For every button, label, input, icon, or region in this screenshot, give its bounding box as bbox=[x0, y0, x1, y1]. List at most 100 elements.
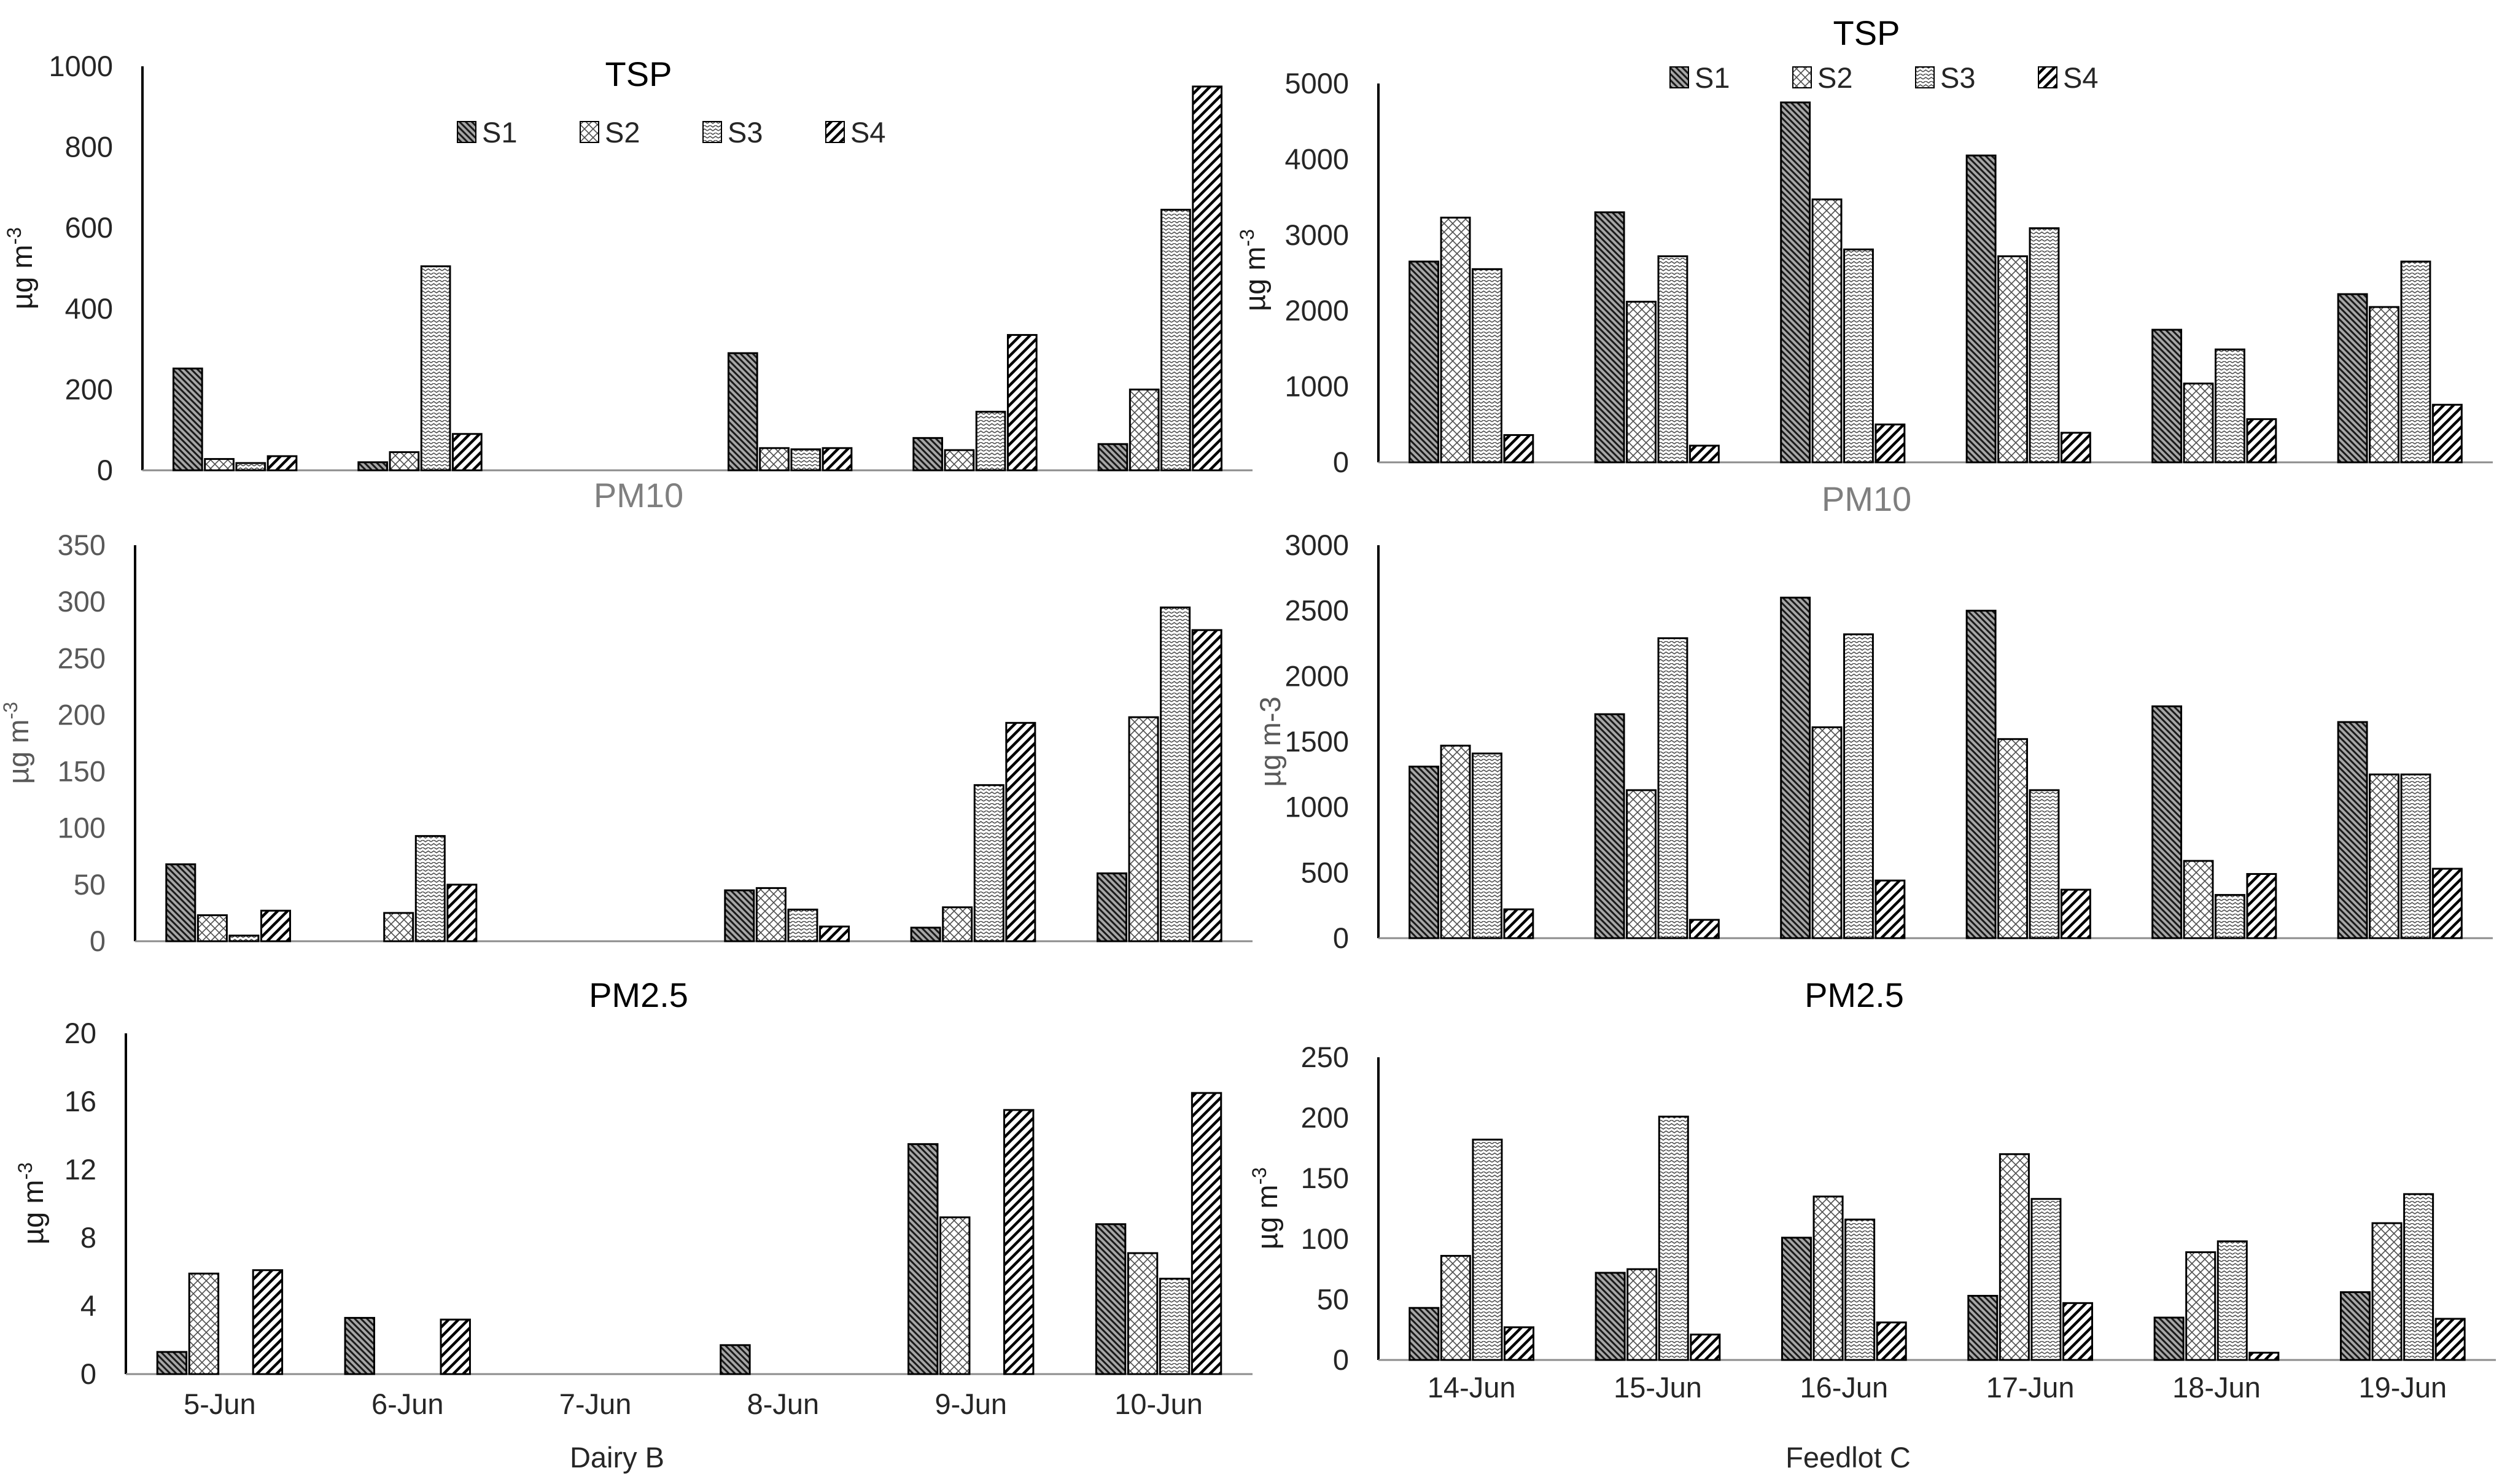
bar-s1-9-jun bbox=[907, 1143, 939, 1375]
legend: S1 S2 S3 S4 bbox=[1669, 61, 2099, 94]
bar-s4-17-jun bbox=[2062, 1302, 2094, 1361]
bar-s4-5-jun bbox=[260, 909, 292, 942]
bar-s3-18-jun bbox=[2216, 1240, 2248, 1361]
y-tick-label: 8 bbox=[80, 1221, 96, 1254]
bar-s3-15-jun bbox=[1657, 637, 1688, 939]
bar-s2-14-jun bbox=[1440, 1254, 1471, 1361]
y-tick-label: 500 bbox=[1301, 856, 1349, 888]
bar-s2-16-jun bbox=[1812, 1195, 1844, 1361]
legend-swatch-s3 bbox=[1915, 66, 1935, 88]
y-tick-label: 2500 bbox=[1284, 594, 1349, 627]
bar-s2-19-jun bbox=[2369, 306, 2399, 464]
bar-s1-16-jun bbox=[1781, 1237, 1812, 1361]
bar-s4-15-jun bbox=[1688, 445, 1720, 464]
bar-s4-17-jun bbox=[2060, 432, 2091, 464]
bar-s4-10-jun bbox=[1192, 85, 1223, 472]
bar-s1-15-jun bbox=[1595, 1272, 1626, 1361]
bar-s4-18-jun bbox=[2248, 1351, 2280, 1361]
x-tick-label: 6-Jun bbox=[371, 1388, 444, 1420]
y-axis-label: µg m-3 bbox=[0, 702, 34, 784]
y-tick-label: 2000 bbox=[1284, 659, 1349, 692]
y-tick-label: 1000 bbox=[1284, 370, 1349, 403]
bar-s4-8-jun bbox=[819, 925, 850, 942]
chart-panel-dairy-pm10: PM10 0 50 100 150 200 250 300 350 µg m-3 bbox=[0, 476, 1253, 957]
bar-s3-15-jun bbox=[1657, 255, 1688, 464]
bar-s3-14-jun bbox=[1472, 1138, 1503, 1361]
chart-title: TSP bbox=[605, 55, 672, 93]
bar-s4-8-jun bbox=[822, 447, 853, 472]
chart-panel-dairy-tsp: TSP 0 200 400 600 800 1000 µg m-3 S1 S2 S3 S4 bbox=[3, 50, 1253, 486]
legend-label-s3: S3 bbox=[728, 116, 763, 149]
bar-s2-16-jun bbox=[1811, 198, 1843, 464]
chart-title: PM2.5 bbox=[589, 976, 688, 1014]
bar-s1-9-jun bbox=[912, 437, 944, 472]
legend-label-s2: S2 bbox=[605, 116, 640, 149]
bar-s4-14-jun bbox=[1503, 434, 1534, 464]
bar-s4-15-jun bbox=[1690, 1334, 1721, 1361]
bar-s3-17-jun bbox=[2029, 789, 2060, 939]
bar-s2-17-jun bbox=[1997, 255, 2028, 464]
bar-s1-10-jun bbox=[1095, 1223, 1127, 1375]
x-tick-label: 10-Jun bbox=[1114, 1388, 1203, 1420]
bar-s2-15-jun bbox=[1626, 1268, 1658, 1361]
chart-panel-dairy-pm25: PM2.5 0 4 8 12 16 20 µg m-3 5-Jun 6-Jun 7-Jun 8-Jun… bbox=[14, 976, 1253, 1474]
bar-s2-9-jun bbox=[942, 906, 973, 942]
bar-s2-14-jun bbox=[1440, 744, 1471, 939]
bar-s2-10-jun bbox=[1128, 716, 1159, 942]
bar-s3-8-jun bbox=[790, 448, 822, 472]
bar-s3-17-jun bbox=[2030, 1198, 2062, 1361]
y-tick-label: 100 bbox=[58, 812, 106, 844]
bar-s3-10-jun bbox=[1160, 209, 1191, 472]
bar-s3-19-jun bbox=[2400, 260, 2431, 464]
bar-s3-5-jun bbox=[228, 934, 260, 942]
y-tick-label: 2000 bbox=[1284, 294, 1349, 327]
chart-title: TSP bbox=[1833, 14, 1900, 52]
bar-s3-18-jun bbox=[2215, 348, 2245, 464]
bar-s4-10-jun bbox=[1191, 1092, 1222, 1375]
y-tick-label: 1000 bbox=[1284, 791, 1349, 823]
bar-s3-8-jun bbox=[787, 908, 818, 942]
y-axis-label: µg m-3 bbox=[14, 1162, 49, 1245]
bar-s1-9-jun bbox=[910, 927, 941, 942]
bar-s1-8-jun bbox=[720, 1344, 751, 1375]
legend-swatch-s3 bbox=[702, 121, 722, 143]
legend-label-s3: S3 bbox=[1940, 61, 1976, 94]
bar-s2-18-jun bbox=[2183, 860, 2214, 939]
bar-s1-6-jun bbox=[357, 461, 389, 472]
bar-s4-6-jun bbox=[440, 1318, 471, 1375]
bar-s1-18-jun bbox=[2153, 1316, 2185, 1361]
bar-s3-9-jun bbox=[975, 411, 1006, 472]
legend-label-s1: S1 bbox=[482, 116, 518, 149]
legend: S1 S2 S3 S4 bbox=[457, 116, 886, 149]
bar-s2-10-jun bbox=[1127, 1252, 1159, 1375]
y-tick-label: 200 bbox=[1301, 1101, 1349, 1134]
bar-s1-14-jun bbox=[1408, 1307, 1440, 1361]
bar-s1-14-jun bbox=[1408, 260, 1440, 464]
bar-s1-19-jun bbox=[2337, 721, 2368, 939]
bar-s1-10-jun bbox=[1096, 872, 1127, 942]
x-tick-label: 18-Jun bbox=[2172, 1371, 2261, 1404]
bar-s4-9-jun bbox=[1003, 1109, 1035, 1375]
bar-s2-10-jun bbox=[1129, 388, 1160, 472]
bar-s3-16-jun bbox=[1843, 248, 1874, 464]
bar-s4-17-jun bbox=[2060, 888, 2091, 939]
y-tick-label: 1500 bbox=[1284, 725, 1349, 758]
bar-s3-14-jun bbox=[1472, 752, 1502, 939]
bar-s1-8-jun bbox=[724, 889, 755, 942]
bar-s1-5-jun bbox=[172, 367, 203, 472]
bar-s2-5-jun bbox=[188, 1272, 220, 1375]
y-tick-label: 12 bbox=[64, 1153, 96, 1186]
bar-s3-17-jun bbox=[2029, 227, 2060, 464]
bar-s2-19-jun bbox=[2371, 1222, 2403, 1361]
y-tick-label: 150 bbox=[1301, 1162, 1349, 1194]
bar-s3-6-jun bbox=[414, 835, 446, 942]
y-tick-label: 300 bbox=[58, 585, 106, 618]
y-tick-label: 150 bbox=[58, 755, 106, 788]
bar-s4-16-jun bbox=[1875, 423, 1906, 464]
bar-s1-18-jun bbox=[2151, 705, 2183, 939]
legend-swatch-s1 bbox=[1669, 66, 1689, 88]
bar-s1-8-jun bbox=[727, 352, 758, 472]
x-tick-label: 17-Jun bbox=[1986, 1371, 2075, 1404]
y-axis-label: µg m-3 bbox=[1248, 1167, 1283, 1249]
chart-panel-feedlot-tsp: TSP 0 1000 2000 3000 4000 5000 µg m-3 S1 S2 S3 S4 bbox=[1236, 14, 2493, 478]
